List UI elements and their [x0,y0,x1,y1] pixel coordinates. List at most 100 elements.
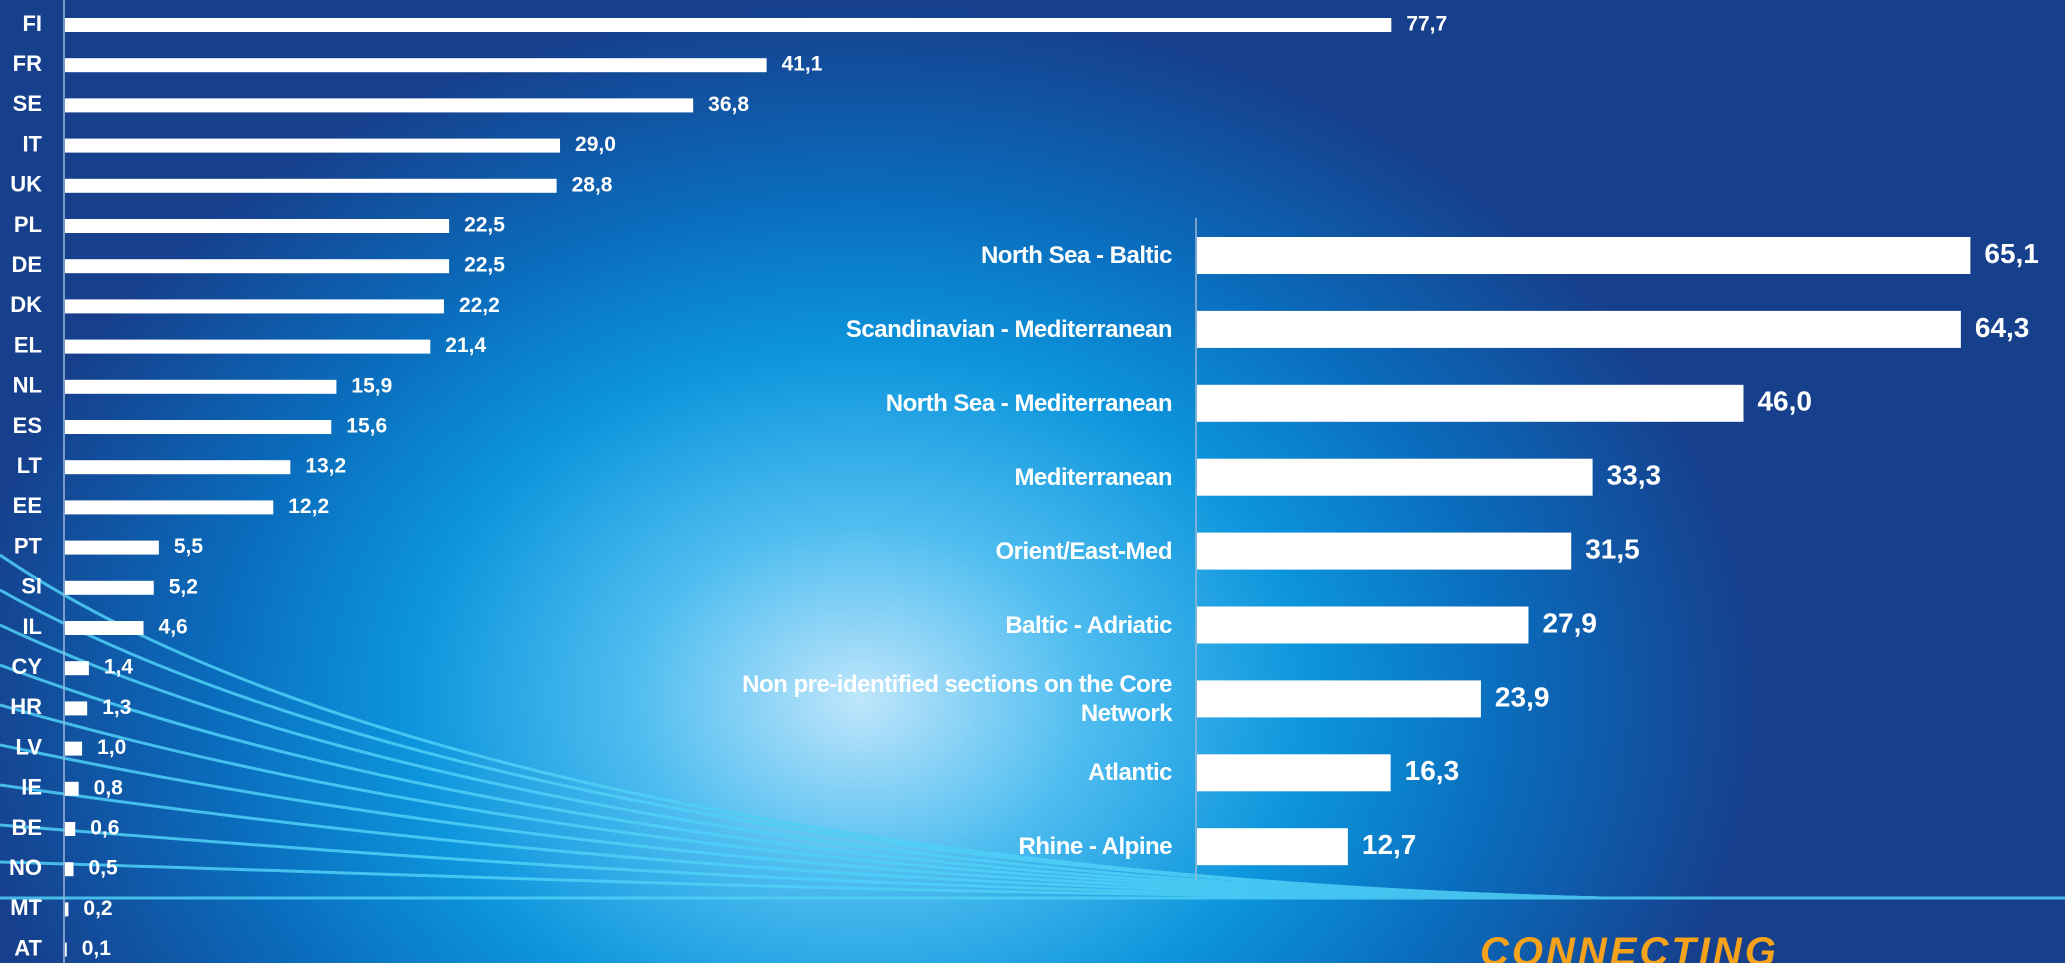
bar [65,661,89,676]
bar [65,98,694,113]
value-label: 77,7 [1406,13,1447,36]
category-label: AT [14,935,42,960]
decor-curves [0,553,2065,900]
bar [65,460,291,475]
category-label: IE [21,775,42,800]
category-label: NO [9,855,42,880]
category-label: SE [13,91,42,116]
value-label: 21,4 [445,334,486,357]
category-label: DK [10,292,42,317]
category-label: MT [10,895,42,920]
value-label: 65,1 [1984,238,2039,269]
category-label: ES [13,413,42,438]
bar [65,259,450,274]
category-label: LT [17,453,43,478]
value-label: 0,1 [82,937,112,960]
bar [65,299,444,314]
value-label: 13,2 [305,455,346,478]
bar [1197,828,1348,866]
category-label: UK [10,172,42,197]
bar [1197,532,1572,570]
value-label: 29,0 [575,133,616,156]
value-label: 1,0 [97,736,126,759]
bar [1197,237,1971,274]
value-label: 0,8 [94,776,124,799]
bar [65,741,83,756]
value-label: 28,8 [572,173,613,196]
bar [65,822,76,836]
bar [65,862,74,877]
bar [65,580,154,595]
value-label: 41,1 [782,53,823,76]
value-label: 4,6 [159,616,188,639]
category-label: PT [14,533,43,558]
category-label: Baltic - Adriatic [1005,611,1172,639]
value-label: 22,2 [459,294,500,317]
value-label: 15,6 [346,415,387,438]
bar [1197,754,1391,792]
category-label: Orient/East-Med [995,537,1172,565]
category-label: LV [16,734,43,759]
value-label: 23,9 [1495,681,1550,712]
bar [65,339,431,354]
bar [65,621,144,635]
value-label: 22,5 [464,214,505,237]
category-label: Rhine - Alpine [1018,833,1173,861]
category-label: North Sea - Mediterranean [885,389,1173,417]
bar [65,902,69,917]
category-label: PL [14,212,42,237]
category-label: Mediterranean [1014,463,1172,491]
value-label: 27,9 [1542,607,1597,638]
bar [65,942,67,957]
value-label: 64,3 [1975,312,2030,343]
category-label: North Sea - Baltic [980,242,1173,269]
bar [1197,680,1481,718]
bar [65,540,159,555]
value-label: 5,2 [169,575,198,598]
bar [65,18,1392,32]
value-label: 22,5 [464,254,505,277]
value-label: 15,9 [351,374,392,397]
value-label: 33,3 [1607,460,1662,491]
value-label: 12,2 [288,495,329,518]
bar [65,219,450,233]
bar [65,420,332,434]
value-label: 5,5 [174,535,204,558]
bar [1197,310,1961,348]
value-label: 1,3 [102,696,131,719]
value-label: 36,8 [708,93,749,116]
bar [65,58,767,73]
bar [1197,458,1593,496]
category-label: HR [10,694,42,719]
value-label: 0,2 [83,897,112,920]
category-label: SI [21,574,42,599]
bar [1197,606,1529,644]
category-label: BE [11,815,42,840]
bar [65,781,79,796]
value-label: 12,7 [1362,829,1417,860]
category-label: DE [11,252,42,277]
value-label: 31,5 [1585,533,1640,564]
bar [65,138,561,153]
category-label: IT [22,131,42,156]
value-label: 0,5 [89,857,119,880]
bar [65,178,557,193]
category-label: NL [13,373,42,398]
category-label: CY [11,654,42,679]
category-label: IL [22,614,42,639]
value-label: 1,4 [104,656,134,679]
value-label: 16,3 [1405,755,1460,786]
value-label: 0,6 [90,817,119,840]
category-label: FR [13,51,42,76]
category-label: EL [14,332,42,357]
category-label: Atlantic [1087,759,1173,787]
value-label: 46,0 [1757,386,1812,417]
category-label: Scandinavian - Mediterranean [845,315,1173,343]
bar [65,500,274,515]
category-label: FI [22,11,42,36]
bar [65,701,88,716]
bar [1197,384,1744,422]
bar [65,379,337,394]
